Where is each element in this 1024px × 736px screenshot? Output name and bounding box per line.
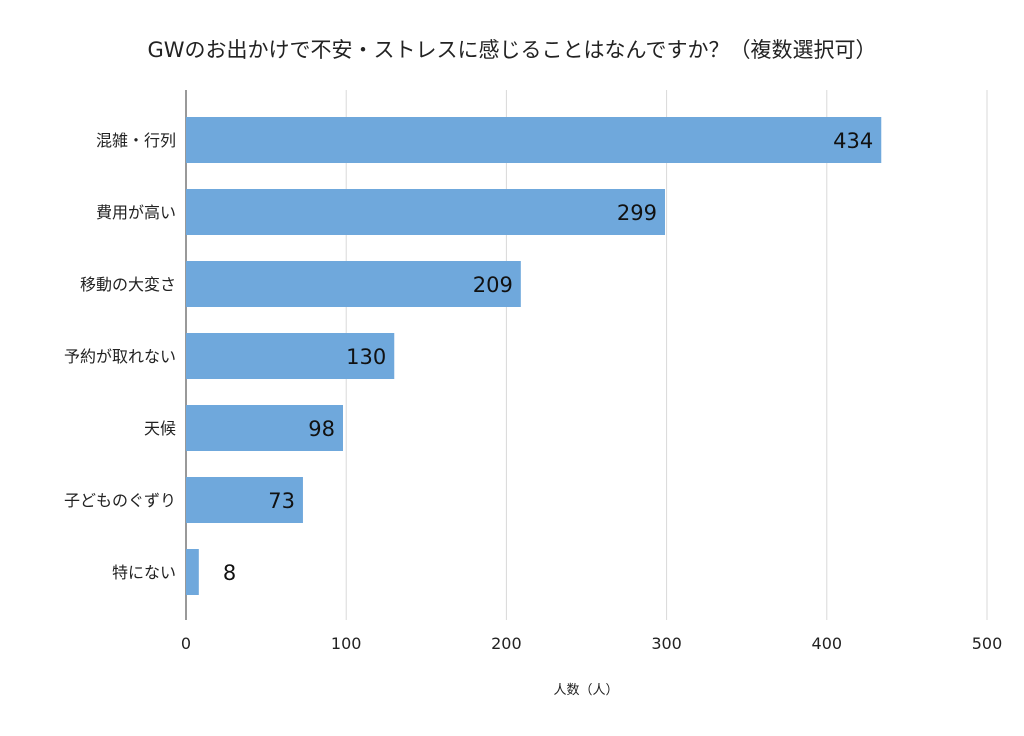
category-label: 予約が取れない: [64, 347, 176, 366]
x-tick-labels: 0 100 200 300 400 500: [181, 634, 1002, 653]
x-tick-label: 500: [972, 634, 1003, 653]
category-label: 費用が高い: [96, 203, 176, 222]
category-label: 移動の大変さ: [80, 275, 176, 294]
x-tick-label: 300: [651, 634, 682, 653]
data-label: 299: [617, 201, 657, 225]
x-axis-label: 人数（人）: [553, 683, 618, 698]
x-tick-label: 400: [812, 634, 843, 653]
x-tick-label: 100: [331, 634, 362, 653]
data-label: 8: [223, 561, 236, 585]
category-label: 子どものぐずり: [64, 491, 176, 510]
category-label: 混雑・行列: [96, 131, 176, 150]
bar: [186, 117, 882, 163]
bar: [186, 261, 521, 307]
x-tick-label: 0: [181, 634, 191, 653]
bar: [186, 333, 395, 379]
data-label: 130: [346, 345, 386, 369]
data-label: 73: [268, 489, 295, 513]
category-label: 天候: [144, 419, 176, 438]
category-label: 特にない: [112, 563, 176, 582]
bars: 434 299 209 130 98 73 8: [186, 117, 882, 595]
bar: [186, 549, 199, 595]
chart-title: GWのお出かけで不安・ストレスに感じることはなんですか？（複数選択可）: [148, 38, 877, 62]
data-label: 209: [473, 273, 513, 297]
data-label: 98: [308, 417, 335, 441]
data-label: 434: [833, 129, 873, 153]
gridlines: [185, 90, 988, 620]
x-tick-label: 200: [491, 634, 522, 653]
bar: [186, 189, 665, 235]
bar: [186, 405, 343, 451]
bar: [186, 477, 303, 523]
